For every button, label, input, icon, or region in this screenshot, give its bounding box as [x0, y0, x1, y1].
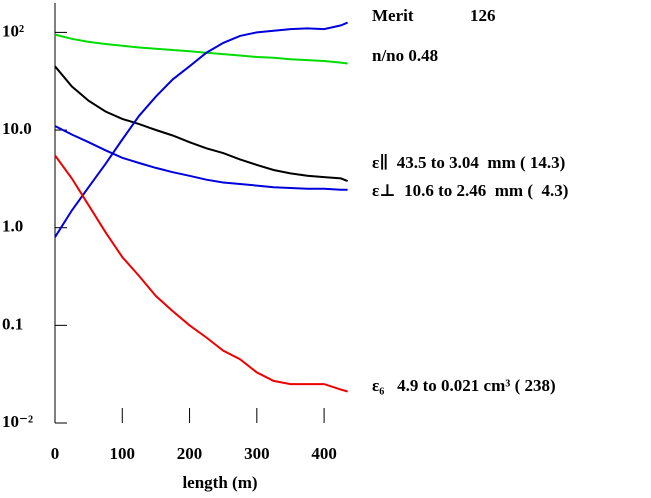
y-tick-label: 1.0 — [2, 217, 23, 236]
x-tick-label: 200 — [177, 444, 203, 463]
series-line — [54, 125, 348, 191]
annotation: ε⊥ 10.6 to 2.46 mm ( 4.3) — [372, 181, 568, 200]
series-line — [54, 33, 348, 65]
x-tick-label: 0 — [51, 444, 60, 463]
annotation: n/no 0.48 — [372, 46, 438, 65]
series-line — [54, 65, 348, 183]
annotation: Merit — [372, 6, 414, 25]
y-tick-label: 10.0 — [2, 119, 32, 138]
x-tick-label: 400 — [311, 444, 337, 463]
series-line — [54, 21, 348, 238]
y-tick-label: 0.1 — [2, 314, 23, 333]
x-tick-label: 100 — [110, 444, 136, 463]
annotation: ε∥ 43.5 to 3.04 mm ( 14.3) — [372, 153, 565, 172]
annotation: 126 — [470, 6, 496, 25]
annotation: ε₆ 4.9 to 0.021 cm³ ( 238) — [372, 376, 556, 395]
y-tick-label: 10⁻² — [2, 412, 33, 431]
x-axis-label: length (m) — [182, 473, 257, 492]
x-tick-label: 300 — [244, 444, 270, 463]
series-line — [54, 154, 348, 393]
y-tick-label: 10² — [2, 21, 24, 40]
